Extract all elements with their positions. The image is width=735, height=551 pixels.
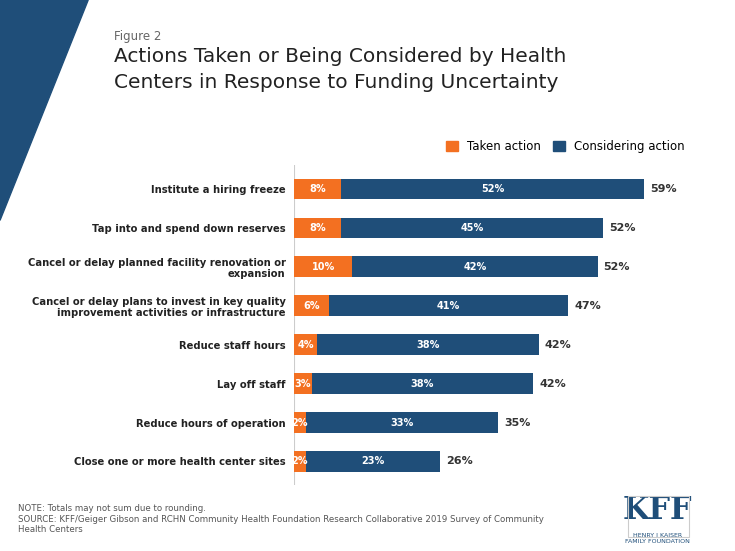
Bar: [318, 334, 539, 355]
Bar: [306, 451, 440, 472]
Bar: [294, 257, 352, 277]
Text: Figure 2: Figure 2: [114, 30, 161, 44]
Text: 38%: 38%: [411, 379, 434, 388]
Bar: [294, 334, 318, 355]
Text: 6%: 6%: [304, 301, 320, 311]
Text: 42%: 42%: [539, 379, 566, 388]
Bar: [341, 218, 603, 238]
Text: 8%: 8%: [309, 183, 326, 194]
Text: 42%: 42%: [545, 339, 572, 349]
Text: 59%: 59%: [650, 183, 677, 194]
Bar: [341, 179, 644, 199]
Text: 3%: 3%: [295, 379, 311, 388]
Text: 33%: 33%: [390, 418, 414, 428]
Text: Actions Taken or Being Considered by Health: Actions Taken or Being Considered by Hea…: [114, 47, 566, 66]
Text: 4%: 4%: [298, 339, 314, 349]
Text: 52%: 52%: [609, 223, 636, 233]
Text: 8%: 8%: [309, 223, 326, 233]
Bar: [294, 412, 306, 433]
Bar: [294, 451, 306, 472]
Bar: [312, 374, 534, 393]
Text: 52%: 52%: [481, 183, 504, 194]
Text: 38%: 38%: [417, 339, 440, 349]
Text: 26%: 26%: [445, 456, 473, 467]
Text: 2%: 2%: [292, 456, 308, 467]
Bar: [294, 218, 341, 238]
Bar: [294, 179, 341, 199]
Text: 45%: 45%: [460, 223, 484, 233]
Text: 42%: 42%: [463, 262, 487, 272]
Text: Centers in Response to Funding Uncertainty: Centers in Response to Funding Uncertain…: [114, 73, 559, 91]
Text: HENRY J KAISER
FAMILY FOUNDATION: HENRY J KAISER FAMILY FOUNDATION: [625, 533, 690, 544]
Bar: [329, 295, 568, 316]
Text: 35%: 35%: [504, 418, 531, 428]
Bar: [352, 257, 598, 277]
Bar: [306, 412, 498, 433]
Text: 41%: 41%: [437, 301, 460, 311]
Text: 2%: 2%: [292, 418, 308, 428]
Text: KFF: KFF: [623, 495, 692, 526]
Legend: Taken action, Considering action: Taken action, Considering action: [446, 140, 685, 153]
Text: 47%: 47%: [574, 301, 601, 311]
Text: 23%: 23%: [361, 456, 384, 467]
Text: 52%: 52%: [603, 262, 630, 272]
Bar: [294, 295, 329, 316]
Bar: [294, 374, 312, 393]
Text: 10%: 10%: [312, 262, 335, 272]
Text: NOTE: Totals may not sum due to rounding.
SOURCE: KFF/Geiger Gibson and RCHN Com: NOTE: Totals may not sum due to rounding…: [18, 504, 544, 534]
